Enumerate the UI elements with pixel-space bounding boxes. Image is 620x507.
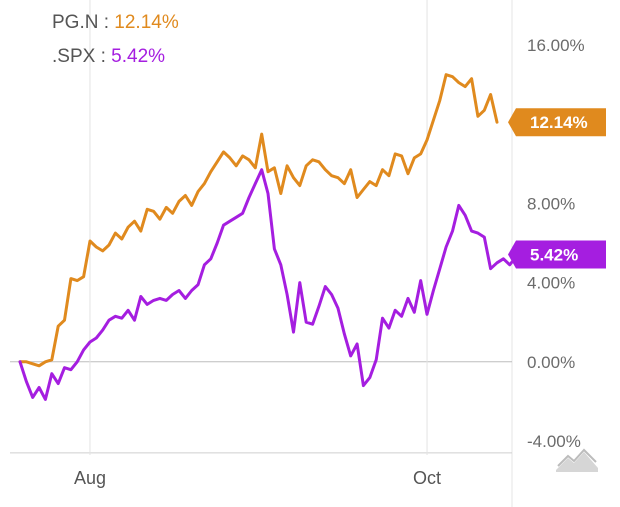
y-tick-label: 16.00% [527, 36, 585, 55]
last-value-tags: 12.14% 5.42% [508, 108, 606, 268]
x-axis: Aug Oct [74, 468, 441, 488]
y-tick-label: 8.00% [527, 194, 575, 213]
legend-spx-name: .SPX [52, 46, 95, 67]
x-tick-label: Oct [413, 468, 441, 488]
series-line-pg [20, 75, 497, 366]
tag-label: 12.14% [530, 113, 588, 132]
legend-item-pg: PG.N : 12.14% [52, 12, 179, 34]
y-tick-label: 4.00% [527, 274, 575, 293]
watermark-icon [556, 450, 598, 472]
legend-spx-value: 5.42% [111, 46, 165, 67]
legend-pg-name: PG.N [52, 12, 98, 33]
last-value-tag-spx: 5.42% [508, 240, 606, 268]
series-line-spx [20, 170, 522, 400]
chart-grid [10, 0, 512, 507]
legend-pg-value: 12.14% [114, 12, 178, 33]
legend-pg-separator: : [98, 12, 114, 33]
tag-label: 5.42% [530, 245, 578, 264]
chart-series [20, 75, 522, 400]
last-value-tag-pg: 12.14% [508, 108, 606, 136]
legend-item-spx: .SPX : 5.42% [52, 46, 165, 68]
x-tick-label: Aug [74, 468, 106, 488]
legend-spx-separator: : [95, 46, 111, 67]
y-tick-label: -4.00% [527, 432, 581, 451]
y-tick-label: 0.00% [527, 353, 575, 372]
